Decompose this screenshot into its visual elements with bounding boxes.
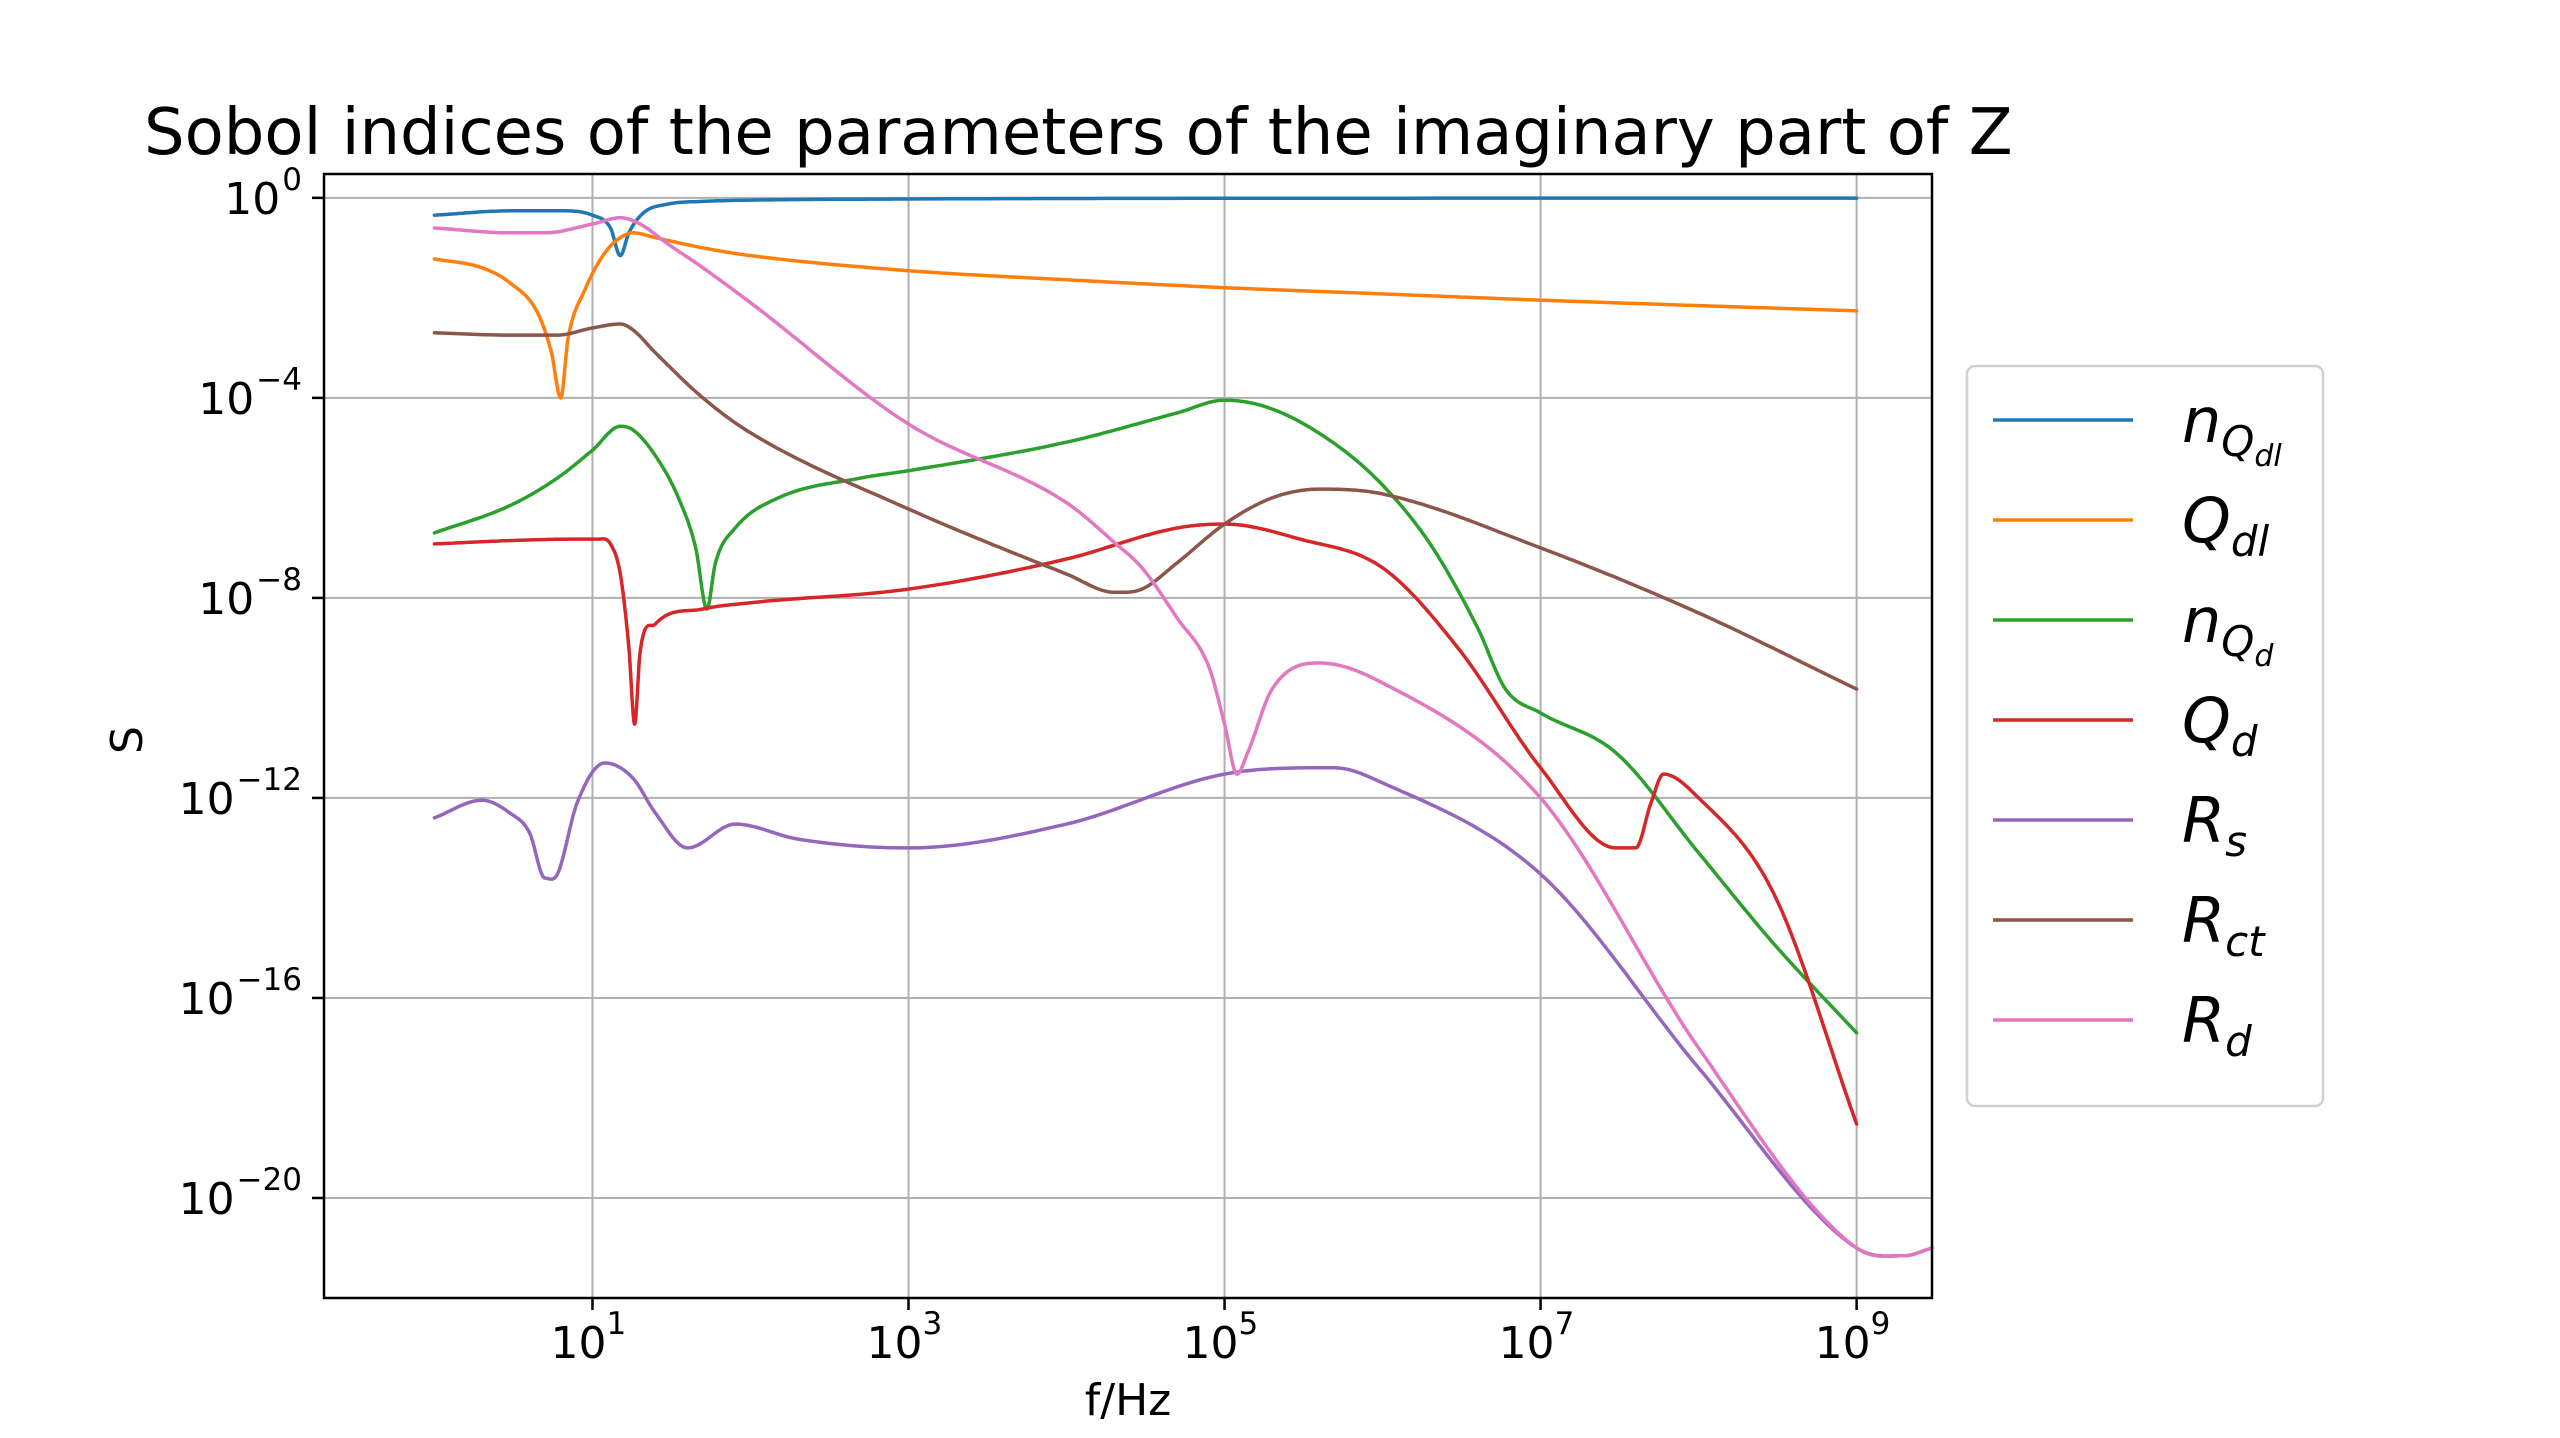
y-axis-label: S: [102, 726, 153, 754]
series-line-n-qd: [432, 398, 1859, 1035]
y-tick-base: 10: [179, 1174, 235, 1225]
legend-label: nQd: [2182, 584, 2274, 674]
legend-label: Qd: [2182, 684, 2258, 766]
y-tick-label: −410: [198, 362, 302, 425]
x-axis-ticks: 10 1 10 3 10 5 10 7 10 9: [550, 1298, 1890, 1369]
y-tick-label: 010: [224, 162, 302, 225]
legend-label: Qdl: [2182, 484, 2269, 566]
x-tick-base: 10: [1499, 1318, 1555, 1369]
legend-item: Qd: [1993, 684, 2258, 766]
y-tick-base: 10: [198, 574, 254, 625]
x-tick-label: 10 7: [1499, 1306, 1575, 1369]
legend-label: nQdl: [2182, 384, 2282, 474]
x-tick-label: 10 5: [1183, 1306, 1259, 1369]
chart-title: Sobol indices of the parameters of the i…: [144, 96, 2013, 170]
x-tick-exponent: 9: [1871, 1306, 1891, 1342]
x-tick-base: 10: [1183, 1318, 1239, 1369]
plot-frame: [322, 172, 1934, 1300]
y-tick-base: 10: [179, 774, 235, 825]
y-tick-exponent: −4: [256, 362, 302, 398]
legend-item: nQd: [1993, 584, 2274, 674]
legend-box: [1965, 364, 2325, 1108]
y-tick-exponent: 0: [282, 162, 302, 198]
series-line-r-d: [432, 216, 1934, 1259]
x-tick-base: 10: [1815, 1318, 1871, 1369]
legend-item: Rs: [1993, 784, 2247, 866]
x-tick-exponent: 7: [1555, 1306, 1575, 1342]
legend-item: Rct: [1993, 884, 2266, 966]
y-tick-base: 10: [198, 374, 254, 425]
series-lines: [432, 196, 1934, 1259]
series-line-r-ct: [432, 322, 1859, 691]
grid-lines: [324, 174, 1932, 1298]
legend-label: Rct: [2182, 884, 2266, 966]
x-tick-exponent: 5: [1239, 1306, 1259, 1342]
x-tick-exponent: 1: [606, 1306, 626, 1342]
y-tick-exponent: −12: [237, 762, 302, 798]
legend-item: Rd: [1993, 984, 2252, 1066]
x-tick-base: 10: [867, 1318, 923, 1369]
legend-item: nQdl: [1993, 384, 2282, 474]
y-tick-exponent: −20: [237, 1162, 302, 1198]
y-tick-exponent: −16: [237, 962, 302, 998]
x-tick-label: 10 1: [550, 1306, 626, 1369]
legend-label: Rd: [2182, 984, 2252, 1066]
series-line-q-dl: [432, 231, 1859, 400]
y-tick-exponent: −8: [256, 562, 302, 598]
x-tick-label: 10 3: [867, 1306, 943, 1369]
series-line-q-d: [432, 522, 1859, 1126]
x-tick-exponent: 3: [923, 1306, 943, 1342]
legend: nQdl Qdl nQd Qd Rs Rct Rd: [1965, 364, 2325, 1108]
x-tick-base: 10: [550, 1318, 606, 1369]
series-line-r-s: [432, 761, 1934, 1258]
x-tick-label: 10 9: [1815, 1306, 1891, 1369]
y-tick-label: −810: [198, 562, 302, 625]
y-tick-base: 10: [179, 974, 235, 1025]
x-axis-label: f/Hz: [1085, 1375, 1172, 1426]
legend-item: Qdl: [1993, 484, 2269, 566]
legend-label: Rs: [2182, 784, 2247, 866]
y-tick-base: 10: [224, 174, 280, 225]
